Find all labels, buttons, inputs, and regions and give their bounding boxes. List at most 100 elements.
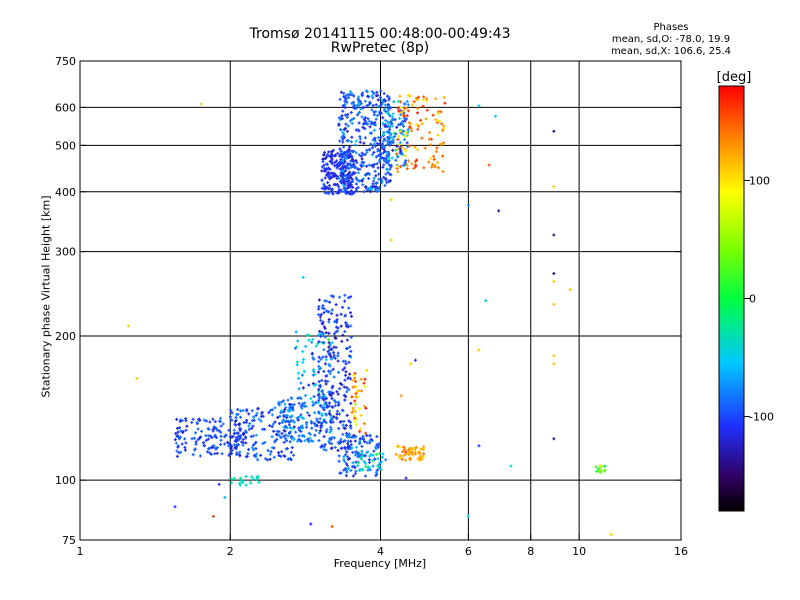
data-point (183, 448, 187, 452)
data-point (374, 155, 378, 159)
data-point (362, 117, 366, 121)
data-point (279, 400, 283, 404)
data-point (343, 330, 347, 334)
data-point (356, 464, 360, 468)
data-point (211, 417, 215, 421)
data-point (348, 162, 352, 166)
data-point (375, 162, 379, 166)
data-point (245, 418, 249, 422)
data-point (362, 460, 366, 464)
data-point (223, 496, 227, 499)
data-point (421, 104, 425, 108)
data-point (387, 95, 391, 99)
data-point (173, 505, 177, 509)
data-point (359, 413, 363, 417)
data-point (230, 477, 234, 481)
data-point (349, 401, 353, 405)
data-point (355, 104, 359, 108)
data-point (375, 434, 379, 438)
data-point (285, 414, 289, 418)
data-point (341, 409, 345, 413)
data-point (290, 396, 294, 400)
data-point (212, 443, 216, 447)
data-point (315, 417, 319, 421)
data-point (180, 442, 184, 446)
data-point (304, 394, 308, 398)
data-point (435, 146, 439, 150)
data-point (388, 172, 392, 176)
data-point (350, 314, 354, 318)
data-point (302, 404, 306, 408)
data-point (311, 337, 315, 341)
data-point (336, 409, 340, 413)
data-point (290, 446, 294, 450)
y-tick-label: 200 (55, 330, 76, 343)
data-point (341, 423, 345, 427)
data-point (328, 352, 332, 356)
data-point (314, 344, 318, 348)
data-point (342, 468, 346, 472)
data-point (320, 330, 324, 334)
data-point (354, 379, 358, 383)
data-point (346, 150, 350, 154)
data-point (275, 438, 279, 442)
data-point (354, 395, 358, 399)
data-point (376, 464, 380, 468)
data-point (323, 394, 327, 398)
chart-title: Tromsø 20141115 00:48:00-00:49:43 (249, 26, 511, 42)
data-point (603, 464, 607, 468)
data-point (330, 525, 334, 529)
data-point (321, 160, 325, 164)
data-point (336, 448, 340, 452)
data-point (351, 474, 355, 478)
data-point (388, 131, 392, 135)
data-point (353, 453, 357, 457)
data-point (250, 426, 254, 430)
data-point (247, 427, 251, 431)
data-point (408, 457, 412, 461)
data-point (347, 185, 351, 189)
data-point (287, 423, 291, 427)
data-point (312, 395, 316, 399)
data-point (340, 130, 344, 134)
phases-note: Phases mean, sd,O: -78.0, 19.9 mean, sd,… (596, 22, 746, 58)
data-point (179, 450, 183, 454)
data-point (365, 164, 369, 168)
data-point (466, 203, 470, 207)
data-point (374, 117, 378, 121)
data-point (322, 332, 326, 336)
data-point (375, 114, 379, 118)
data-point (374, 452, 378, 456)
data-point (353, 376, 357, 380)
data-point (328, 343, 332, 347)
data-point (348, 183, 352, 187)
data-point (366, 187, 370, 191)
data-point (175, 417, 179, 421)
data-point (297, 434, 301, 438)
data-point (398, 94, 402, 98)
data-point (343, 398, 347, 402)
data-point (273, 406, 277, 410)
data-point (282, 415, 286, 419)
data-point (436, 112, 440, 116)
data-point (336, 326, 340, 330)
data-point (282, 440, 286, 444)
data-point (427, 160, 431, 164)
data-point (312, 368, 316, 372)
data-point (319, 445, 323, 449)
data-point (311, 356, 315, 360)
data-point (552, 302, 556, 306)
data-point (409, 122, 413, 126)
data-point (404, 117, 408, 121)
data-point (318, 417, 322, 421)
data-point (363, 454, 367, 458)
data-point (329, 394, 333, 398)
data-point (301, 386, 305, 390)
data-point (204, 438, 208, 442)
data-point (330, 386, 334, 390)
data-point (181, 430, 185, 434)
data-point (338, 147, 342, 151)
data-point (209, 434, 213, 438)
data-point (415, 123, 419, 127)
data-point (389, 238, 393, 242)
